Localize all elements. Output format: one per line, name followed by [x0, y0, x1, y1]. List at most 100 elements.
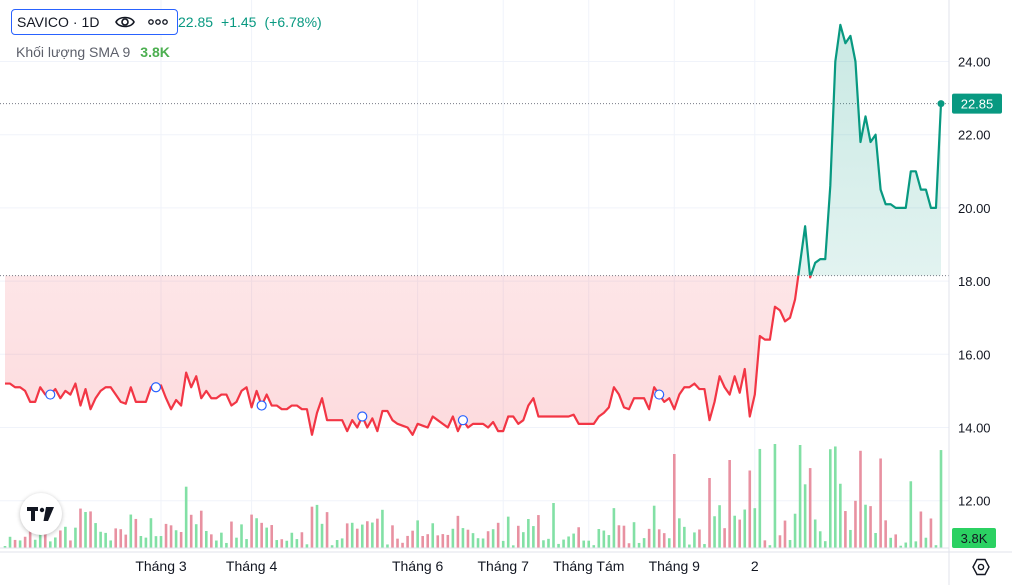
volume-bar [194, 524, 198, 548]
more-dots-icon[interactable] [147, 18, 169, 26]
volume-bar [738, 519, 742, 548]
volume-bar [627, 543, 631, 548]
event-marker [150, 382, 162, 393]
last-price-badge [952, 93, 1002, 114]
volume-bar [562, 539, 565, 548]
volume-bar [884, 520, 887, 548]
event-marker [45, 389, 56, 400]
volume-bar [305, 544, 309, 548]
volume-bar [376, 518, 379, 548]
last-price-dot [937, 100, 945, 108]
volume-bar [139, 536, 143, 548]
volume-bar [280, 539, 284, 548]
y-tick-label: 24.00 [958, 55, 991, 70]
volume-legend[interactable]: Khối lượng SMA 9 3.8K [16, 44, 170, 60]
event-marker [256, 400, 267, 411]
volume-bar [290, 532, 294, 548]
volume-bar [471, 533, 475, 548]
volume-bar [844, 511, 847, 548]
volume-bar [134, 518, 138, 548]
settings-icon[interactable] [968, 556, 994, 578]
volume-bar [632, 522, 636, 548]
volume-bar [260, 522, 263, 548]
volume-bar [64, 526, 67, 548]
volume-bar [522, 532, 525, 548]
volume-bar [446, 534, 450, 548]
volume-bar [295, 539, 299, 548]
volume-bar [431, 523, 435, 548]
volume-bar [240, 524, 243, 548]
volume-bar [59, 530, 62, 548]
volume-bar [179, 531, 183, 548]
volume-bar [476, 538, 480, 548]
volume-bar [854, 500, 857, 548]
event-marker [654, 389, 665, 400]
last-price: 22.85 [178, 14, 214, 30]
volume-bar [516, 525, 520, 548]
volume-bar [255, 518, 258, 548]
volume-bar [8, 536, 12, 548]
price-line-down [5, 275, 812, 436]
volume-bar [381, 509, 384, 548]
volume-bar [788, 539, 792, 548]
volume-bar [355, 528, 359, 548]
volume-bar [798, 445, 802, 548]
volume-bar [713, 516, 716, 548]
volume-bar [813, 519, 817, 548]
volume-bar [204, 530, 208, 548]
separator: · [72, 14, 78, 30]
volume-bar [743, 509, 747, 548]
volume-bar [386, 544, 389, 548]
volume-bar [426, 534, 430, 548]
volume-bar [753, 508, 757, 548]
volume-bar [703, 544, 706, 548]
volume-bar [678, 518, 681, 548]
volume-bar [582, 540, 586, 548]
volume-bar [667, 538, 671, 548]
volume-bar [421, 536, 424, 548]
volume-bar [285, 540, 289, 548]
volume-bar [300, 532, 304, 548]
volume-bar [371, 522, 374, 548]
y-tick-label: 16.00 [958, 347, 991, 362]
volume-bar [320, 523, 324, 548]
volume-bar [773, 444, 777, 548]
volume-bar [849, 529, 852, 548]
volume-bar [245, 539, 248, 548]
volume-value: 3.8K [140, 44, 170, 60]
volume-bar [310, 506, 314, 548]
volume-bar [683, 526, 686, 548]
volume-bar [778, 535, 782, 548]
area-above-baseline [798, 24, 941, 276]
volume-bar [612, 508, 616, 548]
symbol-name: SAVICO [17, 14, 69, 30]
volume-bar [13, 539, 17, 548]
symbol-legend[interactable]: SAVICO · 1D [11, 9, 179, 35]
volume-bar [340, 538, 344, 548]
volume-bar [199, 510, 203, 548]
volume-bar [763, 540, 767, 548]
tradingview-logo-icon[interactable] [20, 493, 62, 535]
eye-icon[interactable] [115, 15, 136, 29]
x-tick-label: Tháng 4 [226, 558, 278, 574]
volume-bar [924, 537, 928, 548]
volume-bar [89, 511, 92, 548]
y-tick-label: 14.00 [958, 421, 991, 436]
volume-bar [642, 538, 646, 548]
volume-bar [909, 481, 913, 548]
volume-bar [265, 527, 268, 548]
x-tick-label: 2 [751, 558, 759, 574]
volume-bar [43, 528, 47, 548]
volume-bar [325, 512, 329, 548]
volume-bar [451, 528, 455, 548]
volume-bar [929, 518, 933, 548]
volume-bar [33, 539, 37, 548]
volume-bar [592, 545, 596, 548]
x-tick-label: Tháng 3 [135, 558, 187, 574]
volume-bar [698, 529, 701, 548]
volume-bar [527, 519, 530, 548]
volume-bar [828, 449, 832, 548]
volume-bar [567, 536, 570, 548]
volume-bar [270, 525, 274, 548]
